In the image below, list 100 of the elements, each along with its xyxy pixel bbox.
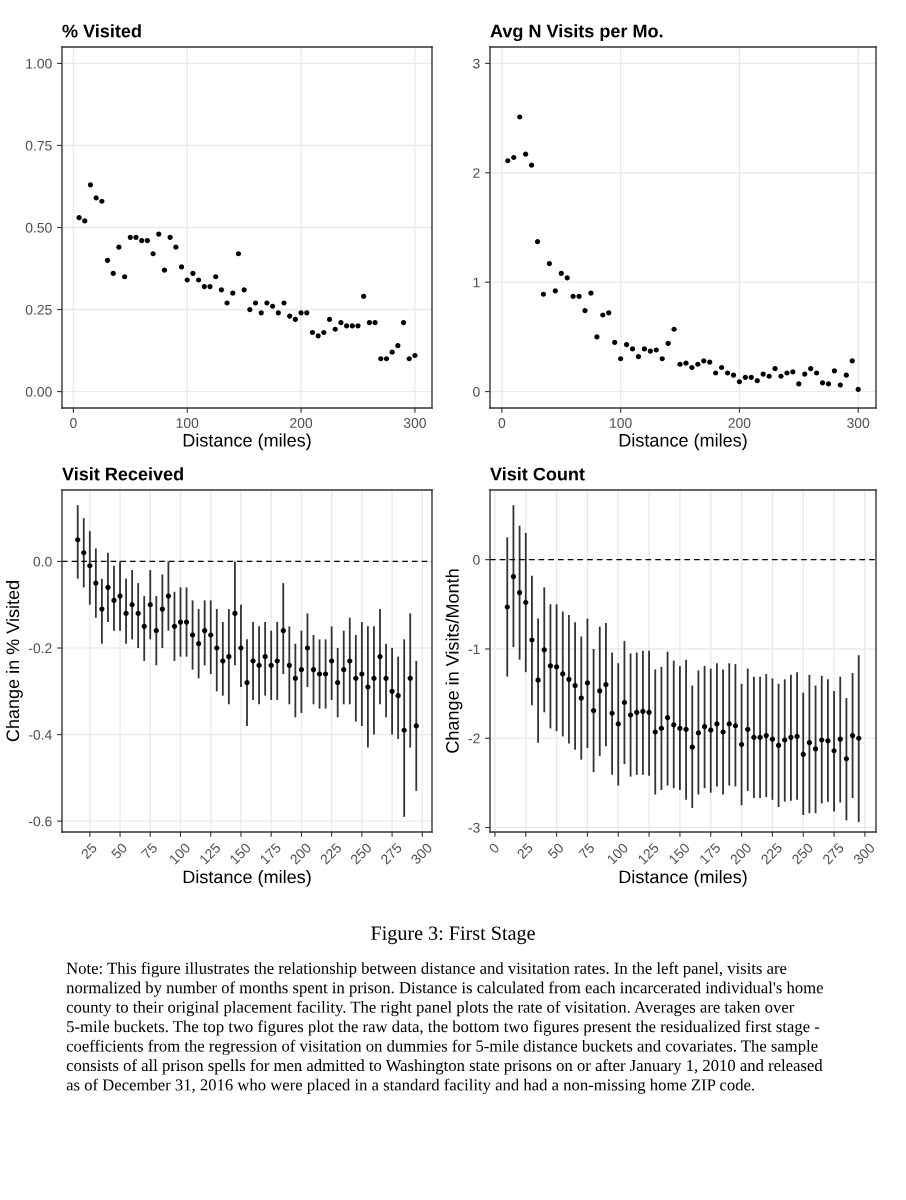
point xyxy=(831,748,837,754)
point xyxy=(627,712,634,718)
point xyxy=(372,320,378,326)
point xyxy=(635,353,642,360)
point xyxy=(99,198,105,204)
point xyxy=(292,675,298,681)
y-axis-title: Change in % Visited xyxy=(5,581,23,742)
point xyxy=(618,356,624,362)
point xyxy=(353,675,359,681)
point xyxy=(572,682,578,689)
point xyxy=(395,343,401,349)
point xyxy=(641,346,647,352)
point xyxy=(708,727,714,733)
point xyxy=(554,664,560,670)
point xyxy=(570,293,576,300)
chart-title: Visit Count xyxy=(490,467,585,481)
point xyxy=(127,234,133,240)
y-axis-title: Change in Visits/Month xyxy=(445,569,463,753)
point xyxy=(201,283,207,290)
point xyxy=(123,610,129,616)
point xyxy=(190,270,196,277)
point xyxy=(280,628,286,634)
point xyxy=(268,662,274,668)
point xyxy=(751,734,757,740)
point xyxy=(808,366,814,372)
y-tick-label: 0.00 xyxy=(25,386,52,397)
point xyxy=(332,326,338,332)
point xyxy=(144,238,150,244)
x-axis-title: Distance (miles) xyxy=(183,870,311,887)
point xyxy=(763,732,769,739)
point xyxy=(677,725,683,732)
point xyxy=(129,602,135,608)
point xyxy=(395,693,401,699)
point xyxy=(224,300,230,306)
x-tick-label: 225 xyxy=(319,842,343,865)
point xyxy=(784,370,790,376)
point xyxy=(517,590,523,596)
point xyxy=(534,239,541,245)
x-tick-label: 200 xyxy=(728,418,751,428)
point xyxy=(377,654,383,660)
point xyxy=(213,274,219,280)
x-tick-label: 0 xyxy=(70,418,77,428)
point xyxy=(153,628,159,634)
point xyxy=(287,313,293,319)
point xyxy=(523,599,529,606)
point xyxy=(528,162,535,168)
x-tick-label: 125 xyxy=(637,842,660,865)
x-tick-label: 300 xyxy=(847,418,870,428)
point xyxy=(338,320,344,326)
point xyxy=(104,257,111,263)
point xyxy=(383,356,390,362)
x-tick-label: 100 xyxy=(606,842,629,865)
point xyxy=(264,300,270,306)
point xyxy=(292,316,298,322)
point xyxy=(173,244,179,250)
point xyxy=(754,378,760,384)
x-tick-label: 175 xyxy=(699,842,722,865)
y-tick-label: 2 xyxy=(473,168,480,178)
point xyxy=(316,671,323,677)
point xyxy=(323,671,329,677)
point xyxy=(281,300,287,306)
y-tick-label: 0.75 xyxy=(25,140,52,151)
point xyxy=(258,310,264,316)
point xyxy=(843,372,849,378)
point xyxy=(814,370,820,376)
point xyxy=(566,676,572,682)
point xyxy=(147,602,153,608)
x-tick-label: 300 xyxy=(852,842,876,865)
y-tick-label: -0.6 xyxy=(28,816,52,827)
y-tick-label: -0.4 xyxy=(28,729,52,740)
point xyxy=(825,381,832,387)
point xyxy=(714,721,720,727)
point xyxy=(412,352,418,359)
point xyxy=(105,584,111,590)
caption: Figure 3: First Stage xyxy=(371,926,535,945)
point xyxy=(677,361,683,367)
chart-title: Visit Received xyxy=(62,467,183,481)
point xyxy=(208,632,214,638)
point xyxy=(262,654,268,660)
point xyxy=(171,623,178,629)
point xyxy=(286,662,292,668)
point xyxy=(713,370,719,376)
point xyxy=(825,738,831,744)
y-tick-label: -1 xyxy=(468,644,480,654)
point xyxy=(275,310,281,316)
x-axis-title: Distance (miles) xyxy=(619,433,747,451)
x-tick-label: 75 xyxy=(578,842,596,860)
y-tick-label: 1.00 xyxy=(26,58,52,69)
point xyxy=(156,231,162,237)
point xyxy=(407,675,413,681)
point xyxy=(736,379,743,385)
point xyxy=(304,645,311,651)
point xyxy=(647,348,653,354)
point xyxy=(365,684,371,690)
x-tick-label: 275 xyxy=(380,842,403,865)
point xyxy=(247,306,253,313)
x-tick-label: 250 xyxy=(791,842,814,865)
point xyxy=(389,349,395,355)
point xyxy=(81,550,87,556)
point xyxy=(659,356,665,362)
